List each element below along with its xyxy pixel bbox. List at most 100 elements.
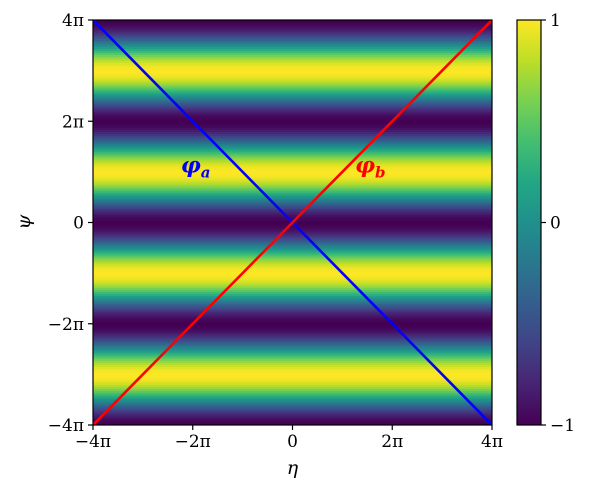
colorbar-tick-label: 0 <box>550 214 561 234</box>
heatmap-cell <box>93 246 492 250</box>
heatmap-cell <box>93 194 492 197</box>
heatmap-cell <box>93 240 492 244</box>
heatmap-cell <box>93 190 492 193</box>
heatmap-cell <box>93 285 492 288</box>
heatmap-cell <box>93 137 492 141</box>
heatmap-cell <box>93 242 492 246</box>
colorbar-ticks: 1 0 −1 <box>541 11 575 436</box>
heatmap-cell <box>93 44 492 47</box>
heatmap-cell <box>93 307 492 311</box>
heatmap-cell <box>93 289 492 292</box>
heatmap-cell <box>93 90 492 94</box>
heatmap-cell <box>93 250 492 254</box>
heatmap-cell <box>93 422 492 425</box>
heatmap-cell <box>93 58 492 62</box>
heatmap-cell <box>93 40 492 43</box>
heatmap-cell <box>93 295 492 299</box>
heatmap-cell <box>93 374 492 377</box>
heatmap-cell <box>93 313 492 317</box>
heatmap-cell <box>93 196 492 199</box>
y-tick-label: 2π <box>62 112 84 132</box>
heatmap-cell <box>93 184 492 187</box>
heatmap-cell <box>93 331 492 335</box>
heatmap-cell <box>93 96 492 100</box>
x-tick-label: −4π <box>75 432 111 452</box>
heatmap-cell <box>93 350 492 353</box>
heatmap-cell <box>93 226 492 230</box>
series-line <box>93 20 492 425</box>
heatmap-cell <box>93 80 492 84</box>
heatmap-cell <box>93 333 492 337</box>
heatmap-cell <box>93 416 492 420</box>
heatmap-cell <box>93 38 492 41</box>
heatmap-cell <box>93 410 492 414</box>
heatmap-cell <box>93 228 492 232</box>
heatmap-cell <box>93 297 492 301</box>
heatmap-cell <box>93 119 492 122</box>
heatmap-cell <box>93 113 492 116</box>
heatmap-cell <box>93 157 492 161</box>
heatmap-cell <box>93 348 492 351</box>
heatmap-cell <box>93 171 492 175</box>
heatmap-cell <box>93 173 492 177</box>
heatmap-cell <box>93 167 492 171</box>
heatmap-cell <box>93 366 492 369</box>
heatmap-cell <box>93 319 492 323</box>
heatmap-cell <box>93 32 492 35</box>
heatmap-cell <box>93 117 492 120</box>
heatmap-cell <box>93 62 492 66</box>
series-annotation: φa <box>181 152 211 181</box>
heatmap-cell <box>93 323 492 327</box>
heatmap-cell <box>93 34 492 37</box>
heatmap-cell <box>93 325 492 329</box>
heatmap-cell <box>93 121 492 124</box>
heatmap-cell <box>93 412 492 416</box>
heatmap-cell <box>93 305 492 309</box>
heatmap-cell <box>93 418 492 422</box>
heatmap-cell <box>93 400 492 404</box>
heatmap-cell <box>93 216 492 220</box>
heatmap-cell <box>93 84 492 88</box>
heatmap-cell <box>93 161 492 165</box>
heatmap-cell <box>93 125 492 128</box>
heatmap-cell <box>93 26 492 29</box>
y-tick-label: 4π <box>62 11 84 31</box>
colorbar-tick-label: −1 <box>550 416 575 436</box>
heatmap-cell <box>93 335 492 339</box>
heatmap-cell <box>93 277 492 280</box>
series-layer <box>93 20 492 425</box>
heatmap-cell <box>93 390 492 394</box>
heatmap-cell <box>93 263 492 266</box>
heatmap-cell <box>93 46 492 49</box>
colorbar-tick-label: 1 <box>550 11 561 31</box>
heatmap-cell <box>93 236 492 240</box>
heatmap-cell <box>93 42 492 45</box>
heatmap-cell <box>93 109 492 112</box>
heatmap-cell <box>93 24 492 27</box>
heatmap-cell <box>93 408 492 412</box>
heatmap-cell <box>93 92 492 96</box>
heatmap-cell <box>93 301 492 305</box>
heatmap-cell <box>93 420 492 424</box>
heatmap-cell <box>93 52 492 56</box>
heatmap-cell <box>93 283 492 286</box>
heatmap-cell <box>93 153 492 157</box>
heatmap-cell <box>93 54 492 58</box>
x-tick-label: −2π <box>175 432 211 452</box>
heatmap-cell <box>93 64 492 68</box>
heatmap-cell <box>93 186 492 189</box>
heatmap-cell <box>93 275 492 278</box>
heatmap-cell <box>93 346 492 349</box>
heatmap-cell <box>93 212 492 215</box>
heatmap-cell <box>93 341 492 345</box>
x-axis-label: η <box>287 457 299 479</box>
heatmap-cell <box>93 293 492 296</box>
heatmap-cell <box>93 82 492 86</box>
heatmap-cell <box>93 386 492 390</box>
heatmap-cell <box>93 368 492 371</box>
heatmap-cell <box>93 74 492 78</box>
heatmap-cell <box>93 101 492 104</box>
heatmap-cell <box>93 329 492 333</box>
heatmap-cell <box>93 36 492 39</box>
